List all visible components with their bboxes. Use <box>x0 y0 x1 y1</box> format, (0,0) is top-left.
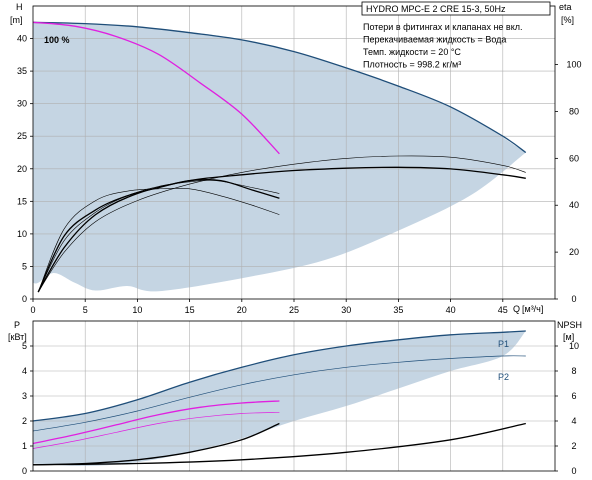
y2-tick-label: 80 <box>569 106 579 116</box>
y2-tick-label: 4 <box>571 416 576 426</box>
x-axis-unit-q: [м³/ч] <box>522 304 543 314</box>
series-P1-one-pump <box>32 400 280 445</box>
envelope-area <box>33 22 526 292</box>
envelope-area <box>33 331 526 467</box>
y2-tick-label: 8 <box>571 366 576 376</box>
y-tick-label: 20 <box>17 164 27 174</box>
y-tick-label: 35 <box>17 66 27 76</box>
head-efficiency-plot: 0 5 10 15 20 25 30 35 40 0 20 40 60 80 100 0 5 10 15 20 25 30… <box>10 1 582 315</box>
y-tick-label: 5 <box>22 261 27 271</box>
y-tick-label: 1 <box>22 441 27 451</box>
power-tick-labels: 0 1 2 3 4 5 0 2 4 6 8 10 <box>22 341 579 476</box>
y-tick-label: 0 <box>22 294 27 304</box>
x-tick-label: 20 <box>237 305 247 315</box>
y-axis-unit-h: [m] <box>10 15 23 25</box>
series-P2-one-pump <box>32 411 280 449</box>
annotation-density: Плотность = 998.2 кг/м³ <box>363 60 461 70</box>
y-axis-unit-p: [кВт] <box>8 332 27 342</box>
x-tick-label: 10 <box>132 305 142 315</box>
x-tick-label: 0 <box>30 305 35 315</box>
y2-tick-label: 40 <box>569 200 579 210</box>
series-label-p1: P1 <box>498 339 509 349</box>
curve-label-100-percent: 100 % <box>44 35 70 45</box>
power-npsh-plot: 0 1 2 3 4 5 0 2 4 6 8 10 P [кВт] NPSH [м] P1 P2 <box>8 320 582 476</box>
series-efficiency-one-pump-thin <box>37 180 280 293</box>
y-axis-label-h: H <box>16 2 23 12</box>
y2-tick-label: 20 <box>569 247 579 257</box>
power-envelope <box>33 331 526 467</box>
series-efficiency-one-pump-thin-2 <box>37 187 280 293</box>
y2-tick-label: 0 <box>571 466 576 476</box>
x-tick-label: 5 <box>83 305 88 315</box>
y2-axis-label-npsh: NPSH <box>557 320 582 330</box>
y-tick-label: 15 <box>17 196 27 206</box>
y-tick-label: 5 <box>22 341 27 351</box>
y-tick-label: 3 <box>22 391 27 401</box>
series-head-one-pump <box>32 21 280 155</box>
series-efficiency-one-pump <box>37 178 280 293</box>
info-annotations: Потери в фитингах и клапанах не вкл. Пер… <box>363 22 523 70</box>
x-tick-label: 30 <box>341 305 351 315</box>
series-head-max <box>32 21 527 154</box>
head-efficiency-curves <box>32 21 527 293</box>
y-axis-label-p: P <box>14 320 20 330</box>
y2-tick-label: 10 <box>569 341 579 351</box>
power-npsh-curves <box>32 330 526 466</box>
y-tick-label: 40 <box>17 34 27 44</box>
head-tick-labels: 0 5 10 15 20 25 30 35 40 0 20 40 60 80 100 0 5 10 15 20 25 30… <box>17 34 582 315</box>
power-grid <box>33 320 555 471</box>
y2-axis-unit-npsh: [м] <box>563 332 574 342</box>
info-box <box>361 1 551 16</box>
operating-envelope <box>33 22 526 292</box>
y2-tick-label: 0 <box>571 294 576 304</box>
y-tick-label: 30 <box>17 99 27 109</box>
annotation-temp: Темп. жидкости = 20 °C <box>363 47 461 57</box>
y-tick-label: 4 <box>22 366 27 376</box>
series-label-p2: P2 <box>498 372 509 382</box>
series-P1 <box>32 330 526 422</box>
y2-tick-label: 60 <box>569 153 579 163</box>
x-tick-label: 35 <box>393 305 403 315</box>
series-P2 <box>32 355 526 432</box>
y-tick-label: 25 <box>17 131 27 141</box>
series-efficiency-two-pumps <box>37 166 526 293</box>
chart-title: HYDRO MPC-E 2 CRE 15-3, 50Hz <box>366 4 506 14</box>
series-NPSH-two-pumps <box>32 422 526 466</box>
power-axes <box>30 320 558 472</box>
series-efficiency-two-pumps-thin <box>37 155 526 293</box>
y2-tick-label: 100 <box>566 60 581 70</box>
x-axis-label-q: Q <box>513 304 520 314</box>
y2-tick-label: 2 <box>571 441 576 451</box>
x-tick-label: 25 <box>289 305 299 315</box>
y2-axis-unit-eta: [%] <box>561 15 574 25</box>
y-tick-label: 2 <box>22 416 27 426</box>
head-grid <box>33 5 555 299</box>
x-tick-label: 15 <box>185 305 195 315</box>
x-tick-label: 45 <box>498 305 508 315</box>
y2-tick-label: 6 <box>571 391 576 401</box>
annotation-liquid: Перекачиваемая жидкость = Вода <box>363 35 506 45</box>
head-axes <box>30 5 558 302</box>
x-tick-label: 40 <box>446 305 456 315</box>
y-tick-label: 0 <box>22 466 27 476</box>
y2-axis-label-eta: eta <box>559 2 572 12</box>
y-tick-label: 10 <box>17 229 27 239</box>
annotation-losses: Потери в фитингах и клапанах не вкл. <box>363 22 523 32</box>
